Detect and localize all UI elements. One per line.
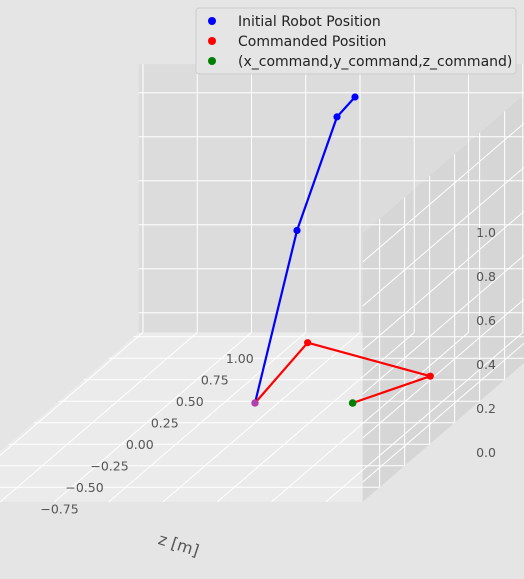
grid-line [108, 332, 307, 503]
legend-box [195, 7, 517, 75]
legend-marker [208, 37, 216, 45]
left-wall-pane [362, 94, 524, 502]
data-point [293, 226, 301, 235]
grid-line [0, 332, 198, 503]
data-series [251, 93, 434, 407]
data-point [333, 113, 341, 121]
tick-label: 0.4 [476, 357, 496, 372]
grid-line [0, 332, 144, 457]
grid-line [362, 298, 524, 439]
legend-marker [208, 17, 216, 25]
data-point [351, 93, 359, 101]
tick-label: −0.50 [65, 480, 103, 495]
x-axis-label: z [m] [156, 529, 201, 560]
tick-label: 0.50 [176, 394, 204, 409]
legend: Initial Robot Position Commanded Position… [195, 7, 517, 75]
tick-label: 0.2 [476, 401, 496, 416]
grid-line [362, 122, 524, 263]
grid-line [362, 342, 524, 483]
tick-label: 1.00 [226, 351, 254, 366]
tick-label: 1.0 [476, 225, 496, 240]
legend-entry-label: Commanded Position [238, 34, 386, 50]
legend-entry-label: (x_command,y_command,z_command) [238, 54, 512, 70]
tick-label: 0.8 [476, 269, 496, 284]
tick-label: −0.75 [40, 501, 78, 516]
grid-line [271, 332, 469, 503]
grid-line [362, 210, 524, 351]
grid-line [162, 332, 361, 503]
tick-label: 0.6 [476, 313, 496, 328]
legend-entry-label: Initial Robot Position [238, 14, 381, 30]
series-line [254, 341, 432, 405]
grid-lines [0, 64, 524, 503]
tick-label: 0.25 [151, 415, 179, 430]
data-point [348, 399, 357, 407]
tick-labels: −0.75−0.50−0.250.000.250.500.751.00−0.75… [40, 225, 496, 516]
grid-line [362, 166, 524, 307]
data-point [304, 339, 312, 347]
data-point [426, 372, 434, 380]
tick-label: −0.25 [90, 458, 128, 473]
grid-line [216, 332, 415, 503]
series-line [253, 96, 356, 404]
grid-line [325, 332, 524, 503]
axis-panes [0, 64, 524, 502]
grid-line [54, 332, 252, 503]
tick-label: 0.75 [201, 372, 229, 387]
legend-marker [208, 57, 216, 65]
data-point [251, 399, 259, 407]
tick-label: 0.00 [126, 437, 154, 452]
tick-label: 0.0 [476, 445, 496, 460]
